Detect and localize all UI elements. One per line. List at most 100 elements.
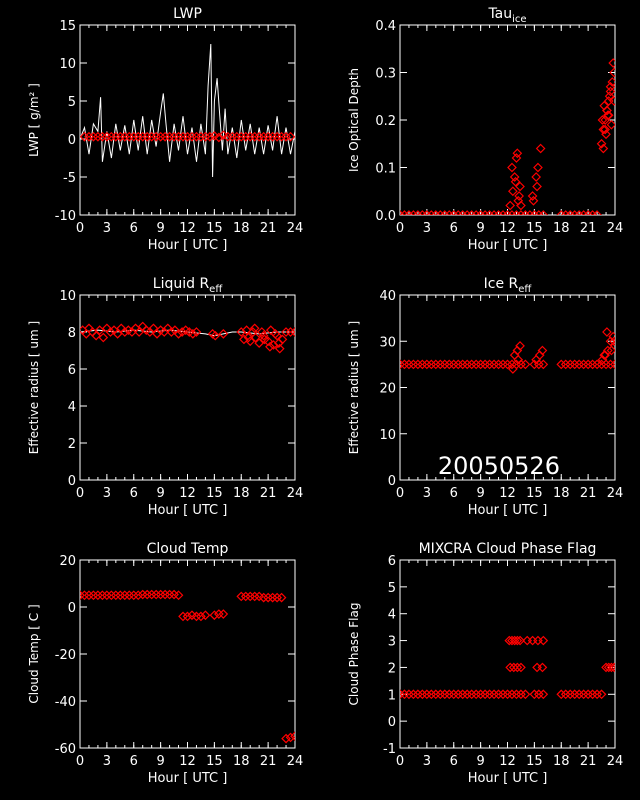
data-point-diamond	[249, 591, 260, 602]
data-point-diamond	[102, 590, 112, 601]
data-point-diamond	[565, 210, 576, 215]
y-tick-label: 5	[388, 581, 396, 596]
data-point-diamond	[155, 131, 166, 142]
data-point-diamond	[241, 325, 252, 335]
x-tick-label: 18	[233, 486, 250, 501]
data-point-diamond	[493, 359, 504, 370]
data-point-diamond	[538, 689, 549, 700]
x-tick-label: 24	[287, 754, 304, 769]
data-point-diamond	[466, 689, 477, 700]
data-point-diamond	[257, 327, 267, 337]
data-point-diamond	[134, 327, 144, 337]
data-point-diamond	[285, 327, 295, 337]
data-point-diamond	[137, 131, 148, 142]
data-point-diamond	[489, 359, 499, 370]
data-point-diamond	[610, 341, 615, 351]
data-point-diamond	[512, 662, 523, 673]
data-point-diamond	[498, 359, 508, 370]
data-point-diamond	[596, 359, 607, 370]
data-point-diamond	[560, 359, 571, 370]
data-point-diamond	[602, 327, 612, 337]
data-point-diamond	[137, 589, 148, 600]
data-point-diamond	[609, 96, 615, 106]
data-point-diamond	[439, 359, 450, 370]
data-point-diamond	[515, 341, 525, 351]
data-point-diamond	[605, 81, 615, 92]
data-point-diamond	[182, 611, 193, 622]
y-tick-label: 6	[68, 363, 76, 378]
data-point-diamond	[508, 662, 519, 673]
y-tick-label: -1	[383, 742, 396, 757]
data-point-diamond	[106, 131, 117, 142]
data-point-diamond	[601, 129, 611, 140]
data-point-diamond	[80, 131, 90, 142]
data-point-diamond	[508, 364, 518, 374]
data-point-diamond	[270, 329, 281, 339]
data-point-diamond	[507, 689, 517, 700]
data-point-diamond	[439, 689, 450, 700]
data-point-diamond	[520, 689, 531, 700]
data-point-diamond	[512, 635, 523, 646]
y-axis-label: Ice Optical Depth	[347, 68, 361, 172]
data-point-diamond	[520, 359, 531, 370]
data-point-diamond	[598, 143, 609, 154]
data-point-diamond	[493, 210, 504, 215]
data-point-diamond	[408, 210, 419, 215]
data-point-diamond	[511, 689, 522, 700]
data-point-diamond	[475, 210, 486, 215]
data-point-diamond	[191, 131, 202, 142]
data-point-diamond	[240, 591, 251, 602]
x-tick-label: 12	[179, 754, 196, 769]
data-point-diamond	[110, 590, 121, 601]
y-tick-label: 2	[388, 661, 396, 676]
data-point-diamond	[84, 131, 94, 142]
data-point-diamond	[520, 210, 531, 215]
data-point-diamond	[404, 359, 414, 370]
data-point-diamond	[263, 592, 273, 603]
data-point-diamond	[489, 689, 499, 700]
data-point-diamond	[502, 210, 513, 215]
data-point-diamond	[160, 589, 170, 600]
data-point-diamond	[535, 143, 546, 154]
data-point-diamond	[272, 592, 282, 603]
x-tick-label: 18	[233, 221, 250, 236]
data-point-diamond	[609, 336, 615, 347]
data-point-diamond	[471, 210, 481, 215]
y-tick-label: 0.2	[375, 114, 396, 129]
y-tick-label: 3	[388, 635, 396, 650]
x-tick-label: 3	[103, 754, 111, 769]
data-point-diamond	[231, 131, 242, 142]
data-point-diamond	[191, 611, 202, 622]
x-tick-label: 3	[423, 221, 431, 236]
data-point-diamond	[102, 131, 112, 142]
data-point-diamond	[164, 589, 175, 600]
data-point-diamond	[512, 148, 523, 159]
y-tick-label: 0	[388, 715, 396, 730]
data-point-diamond	[516, 689, 526, 700]
data-point-diamond	[133, 590, 144, 601]
data-point-diamond	[285, 131, 295, 142]
chart-title: Ice Reff	[484, 276, 533, 295]
data-point-diamond	[97, 131, 108, 142]
x-tick-label: 21	[580, 754, 597, 769]
data-point-diamond	[435, 359, 446, 370]
x-tick-label: 6	[130, 754, 138, 769]
data-point-diamond	[537, 662, 548, 673]
x-tick-label: 9	[476, 754, 484, 769]
x-tick-label: 3	[103, 486, 111, 501]
data-point-diamond	[91, 330, 101, 341]
data-point-diamond	[466, 359, 477, 370]
data-point-diamond	[592, 359, 602, 370]
y-tick-label: -40	[55, 695, 76, 710]
x-tick-label: 0	[396, 221, 404, 236]
x-tick-label: 9	[156, 754, 164, 769]
data-point-diamond	[534, 210, 544, 215]
data-point-diamond	[556, 359, 567, 370]
data-point-diamond	[124, 590, 135, 601]
data-point-diamond	[609, 662, 615, 673]
data-point-diamond	[146, 131, 157, 142]
data-point-diamond	[169, 131, 179, 142]
data-point-diamond	[527, 191, 538, 201]
y-tick-label: 10	[59, 289, 76, 304]
